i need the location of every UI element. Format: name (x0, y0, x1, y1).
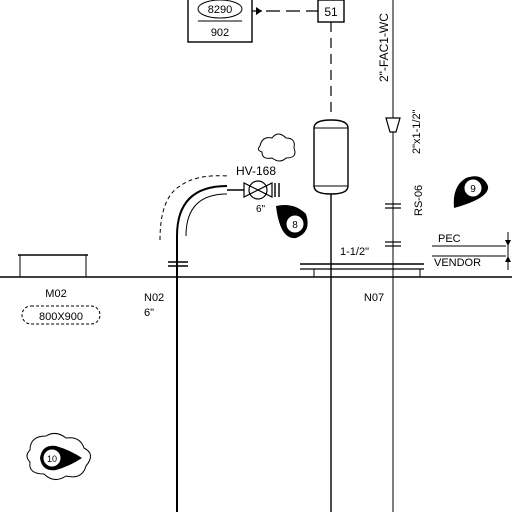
tag-box-ellipse (197, 0, 243, 19)
n02-elbow-inner (185, 193, 228, 237)
revision-marker-8-text: 8 (292, 220, 298, 231)
revision-marker-10-circle-icon (42, 448, 62, 468)
nozzle-n02-pipe: HV-168 6" N02 6" (144, 164, 280, 512)
revision-marker-8: 8 (276, 205, 308, 239)
revision-marker-8-circle-icon (285, 214, 305, 234)
reducer-label: 2"x1-1/2" (411, 109, 423, 154)
tag-box: 8290 902 (187, 0, 253, 43)
nozzle-m02-id: M02 (45, 288, 66, 300)
connector-arrow-icon (256, 7, 262, 15)
revision-marker-9-circle-icon (463, 178, 483, 198)
valve-body-icon (248, 180, 268, 200)
reducer-icon (385, 117, 401, 133)
connector-number-text: 51 (324, 5, 338, 19)
n02-revision-cloud (159, 175, 229, 241)
nozzle-m02-detail: 800X900 (39, 311, 83, 323)
revision-marker-9: 9 (453, 176, 489, 208)
vessel-shell (313, 119, 349, 195)
scope-arrow-up-icon (505, 256, 511, 262)
nozzle-m02-cloud (21, 305, 101, 325)
tag-box-bottom-text: 902 (211, 27, 229, 39)
valve-right-triangle-icon (256, 182, 273, 198)
off-page-connector: 51 (252, 0, 345, 118)
scope-split: PEC VENDOR (432, 232, 511, 270)
right-process-line: 2"-FAC1-WC 2"x1-1/2" RS-06 1-1/2" (340, 0, 425, 512)
marker-10-revision-cloud (26, 432, 91, 480)
nozzle-n07: N07 (300, 263, 424, 304)
revision-marker-10: 10 (26, 432, 91, 480)
flange-label-vertical: RS-06 (413, 185, 425, 216)
revision-marker-10-text: 10 (47, 454, 57, 464)
nozzle-n02-id: N02 (144, 292, 164, 304)
scope-arrow-down-icon (505, 240, 511, 246)
nozzle-n02-detail: 6" (144, 307, 154, 319)
nozzle-n07-id: N07 (364, 292, 384, 304)
scope-label-lower: VENDOR (434, 257, 481, 269)
pipe-size-label: 1-1/2" (340, 246, 369, 258)
line-label-vertical: 2"-FAC1-WC (377, 13, 391, 82)
valve-left-triangle-icon (243, 182, 260, 198)
tag-box-frame (187, 0, 253, 43)
valve-revision-cloud (257, 133, 296, 162)
n02-elbow (176, 185, 228, 237)
nozzle-m02: M02 800X900 (18, 254, 101, 325)
vertical-vessel (313, 119, 349, 512)
valve-tag-label: HV-168 (236, 164, 276, 178)
tag-box-top-text: 8290 (208, 4, 232, 16)
scope-label-upper: PEC (438, 233, 461, 245)
valve-size-label: 6" (256, 204, 266, 215)
revision-marker-9-text: 9 (470, 184, 476, 195)
